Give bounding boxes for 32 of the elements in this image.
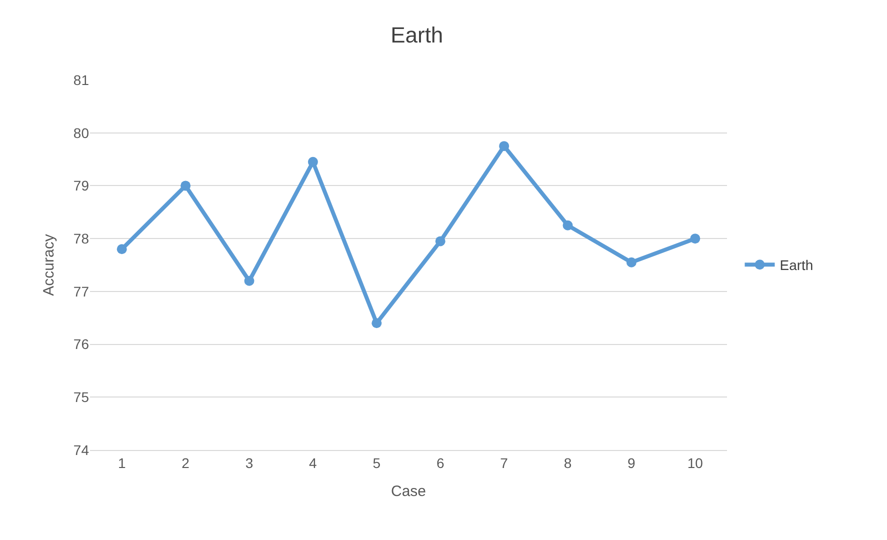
- legend-label: Earth: [780, 257, 814, 274]
- point: [244, 276, 254, 286]
- y-tick-label: 74: [73, 442, 90, 458]
- x-tick-label: 4: [309, 454, 318, 471]
- x-tick-label: 1: [118, 454, 126, 471]
- y-tick-label: 80: [73, 124, 90, 141]
- x-tick-label: 7: [500, 454, 508, 471]
- chart-title: Earth: [390, 22, 444, 48]
- x-tick-label: 2: [182, 454, 190, 471]
- point: [626, 257, 636, 268]
- x-axis-title: Case: [390, 482, 426, 500]
- x-tick-label: 9: [628, 454, 636, 471]
- y-tick-label: 77: [73, 283, 90, 300]
- point: [690, 234, 700, 244]
- y-tick-label: 76: [73, 336, 90, 352]
- x-tick-label: 3: [245, 454, 254, 471]
- point: [372, 318, 382, 328]
- y-tick-label: 78: [73, 230, 90, 246]
- point: [116, 244, 127, 254]
- x-tick-label: 10: [687, 454, 704, 471]
- y-tick-label: 81: [73, 72, 90, 88]
- x-tick-label: 6: [436, 454, 444, 471]
- point: [562, 220, 573, 230]
- point: [308, 156, 318, 167]
- y-tick-label: 79: [73, 178, 90, 194]
- point: [499, 141, 510, 152]
- y-axis-title: Accuracy: [40, 234, 58, 296]
- x-tick-label: 8: [564, 454, 572, 471]
- point: [435, 236, 446, 246]
- y-tick-label: 75: [73, 389, 90, 406]
- x-tick-label: 5: [372, 454, 381, 471]
- point: [180, 180, 191, 191]
